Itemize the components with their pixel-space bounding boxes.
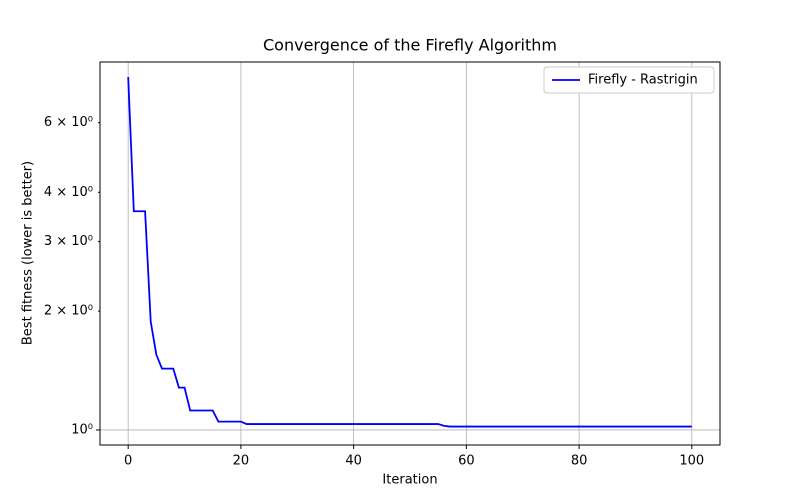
legend-label: Firefly - Rastrigin <box>588 73 698 88</box>
y-tick-label: 6 × 10⁰ <box>44 115 93 130</box>
y-tick-label: 2 × 10⁰ <box>44 304 93 319</box>
y-tick-label: 4 × 10⁰ <box>44 185 93 200</box>
y-axis-label: Best fitness (lower is better) <box>21 161 36 345</box>
x-axis-label: Iteration <box>382 473 437 488</box>
y-tick-label: 10⁰ <box>71 422 93 437</box>
chart-title: Convergence of the Firefly Algorithm <box>263 36 557 55</box>
x-tick-label: 80 <box>571 454 588 469</box>
x-tick-label: 40 <box>345 454 362 469</box>
x-tick-label: 20 <box>233 454 250 469</box>
y-tick-label: 3 × 10⁰ <box>44 234 93 249</box>
x-tick-label: 100 <box>679 454 704 469</box>
data-line <box>127 77 692 428</box>
legend-box <box>543 66 715 94</box>
x-tick-label: 60 <box>458 454 475 469</box>
x-tick-label: 0 <box>124 454 132 469</box>
plot-frame <box>99 61 721 446</box>
